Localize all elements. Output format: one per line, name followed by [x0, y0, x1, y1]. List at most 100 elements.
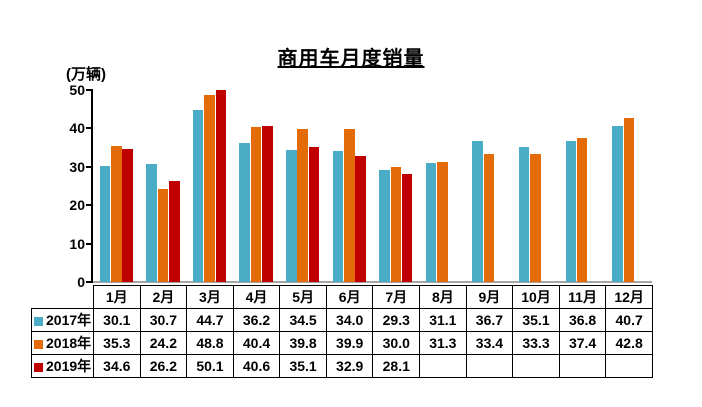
value-cell: 31.3: [419, 331, 467, 355]
series-name: 2019年: [46, 358, 92, 374]
bar: [437, 161, 448, 282]
bar: [483, 153, 495, 282]
value-cell: [558, 354, 607, 378]
month-header-cell: 7月: [372, 285, 421, 309]
value-cell: 32.9: [325, 354, 374, 378]
bar: [576, 138, 588, 282]
month-header-cell: 6月: [325, 285, 374, 309]
series-name: 2018年: [46, 335, 92, 351]
value-cell: 39.8: [279, 331, 327, 355]
bar: [565, 140, 576, 282]
series-label-cell: 2018年: [31, 331, 94, 355]
y-axis-unit-label: (万辆): [66, 66, 106, 83]
value-cell: 42.8: [605, 331, 653, 355]
value-cell: 35.3: [93, 331, 141, 355]
value-cell: 35.1: [512, 308, 560, 332]
table-row: 2019年 34.6 26.2 50.1 40.6 35.1 32.9 28.1: [31, 354, 653, 378]
table-header-row: 1月 2月 3月 4月 5月 6月 7月 8月 9月 10月 11月 12月: [32, 285, 653, 309]
month-header-cell: 4月: [232, 285, 281, 309]
bar: [390, 166, 401, 282]
table-corner-cell: [32, 286, 94, 309]
y-axis-tick: [86, 89, 93, 91]
value-cell: [465, 354, 514, 378]
bar: [401, 174, 413, 282]
bar: [379, 169, 390, 282]
y-axis-tick-label: 0: [77, 274, 85, 290]
bar: [472, 141, 483, 282]
bar: [111, 146, 122, 282]
value-cell: 40.6: [232, 354, 281, 378]
value-cell: 34.0: [325, 308, 374, 332]
y-axis-tick: [86, 242, 93, 245]
x-axis-line: [93, 281, 652, 283]
value-cell: 40.7: [605, 308, 653, 332]
y-axis-tick: [86, 165, 93, 168]
bar: [239, 143, 250, 282]
bar: [122, 149, 133, 282]
bar: [215, 89, 227, 282]
bar: [157, 189, 169, 282]
bar: [425, 162, 437, 282]
month-header-cell: 5月: [279, 285, 327, 309]
bar: [530, 154, 541, 282]
value-cell: [419, 354, 467, 378]
chart-title: 商用车月度销量: [277, 48, 425, 70]
value-cell: 30.0: [372, 331, 421, 355]
bar: [308, 147, 320, 282]
bar: [612, 125, 623, 282]
value-cell: 36.8: [558, 308, 607, 332]
bar: [518, 147, 530, 282]
bar: [344, 128, 355, 282]
y-axis-tick: [86, 204, 93, 207]
y-axis-tick-label: 50: [69, 82, 85, 98]
value-cell: 29.3: [372, 308, 421, 332]
value-cell: 48.8: [186, 331, 234, 355]
value-cell: 33.3: [512, 331, 560, 355]
bar: [204, 94, 215, 282]
value-cell: 30.1: [93, 308, 141, 332]
legend-swatch-icon: [34, 363, 43, 372]
value-cell: 34.5: [279, 308, 327, 332]
month-header-cell: 11月: [558, 285, 607, 309]
series-label-cell: 2017年: [31, 308, 94, 332]
value-cell: [512, 354, 560, 378]
bar: [355, 155, 366, 282]
month-header-cell: 12月: [605, 285, 653, 309]
y-axis-tick: [86, 281, 93, 283]
bar: [146, 164, 157, 282]
value-cell: 34.6: [93, 354, 141, 378]
month-header-cell: 2月: [139, 285, 188, 309]
value-cell: 31.1: [419, 308, 467, 332]
bar: [250, 126, 262, 282]
series-name: 2017年: [46, 312, 92, 328]
bar: [623, 117, 634, 282]
plot-area: 0 10 20 30 40 50: [69, 82, 652, 290]
legend-swatch-icon: [34, 340, 43, 349]
value-cell: 44.7: [186, 308, 234, 332]
value-cell: 36.2: [232, 308, 281, 332]
value-cell: 24.2: [139, 331, 188, 355]
legend-swatch-icon: [34, 317, 43, 326]
value-cell: 39.9: [325, 331, 374, 355]
y-axis-line: [91, 90, 93, 283]
table-row: 2017年 30.1 30.7 44.7 36.2 34.5 34.0 29.3 31.1 36.…: [31, 308, 653, 332]
bar: [99, 166, 111, 282]
bar: [297, 129, 308, 282]
y-axis-tick-label: 10: [69, 235, 85, 252]
value-cell: 33.4: [465, 331, 514, 355]
y-axis-tick-label: 30: [69, 158, 85, 175]
value-cell: [605, 354, 653, 378]
value-cell: 40.4: [232, 331, 281, 355]
month-header-cell: 8月: [419, 285, 467, 309]
value-cell: 37.4: [558, 331, 607, 355]
data-table: 1月 2月 3月 4月 5月 6月 7月 8月 9月 10月 11月 12月 2017年 30.1 30.7…: [31, 285, 653, 378]
value-cell: 30.7: [139, 308, 188, 332]
bar: [262, 126, 273, 282]
month-header-cell: 1月: [93, 285, 141, 309]
bar: [332, 151, 344, 282]
bar: [169, 181, 180, 282]
series-label-cell: 2019年: [31, 354, 94, 378]
value-cell: 26.2: [139, 354, 188, 378]
value-cell: 35.1: [279, 354, 327, 378]
